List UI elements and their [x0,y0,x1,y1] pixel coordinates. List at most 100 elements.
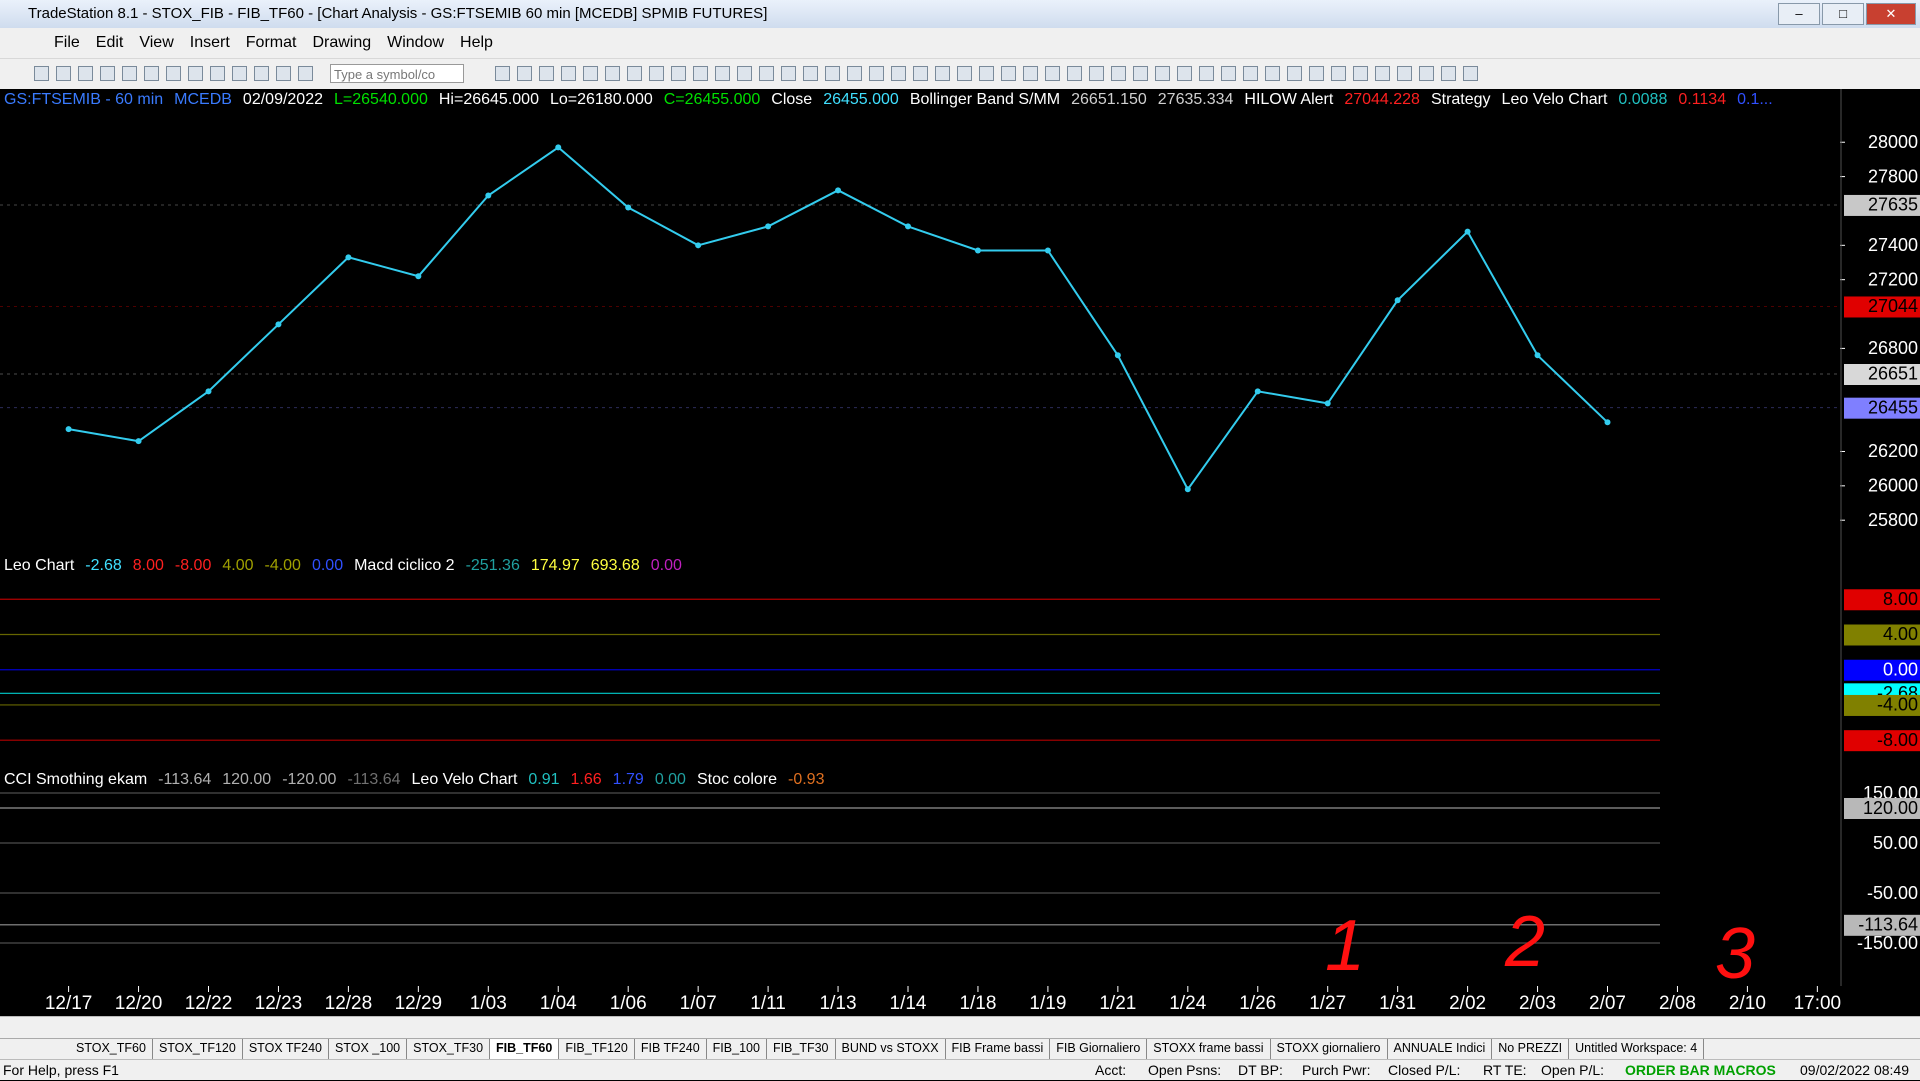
toolbar-button[interactable] [1067,66,1082,81]
toolbar-button[interactable] [957,66,972,81]
x-tick-label: 1/26 [1239,993,1276,1014]
toolbar-button[interactable] [1309,66,1324,81]
toolbar-button[interactable] [781,66,796,81]
workspace-tab[interactable]: STOX _100 [329,1039,408,1059]
symbol-box[interactable]: Type a symbol/co [330,64,464,83]
workspace-tab[interactable]: BUND vs STOXX [836,1039,946,1059]
toolbar-button[interactable] [693,66,708,81]
toolbar-button[interactable] [1177,66,1192,81]
toolbar-button[interactable] [56,66,71,81]
workspace-tab[interactable]: STOXX giornaliero [1271,1039,1388,1059]
toolbar-button[interactable] [913,66,928,81]
toolbar-button[interactable] [1111,66,1126,81]
toolbar-button[interactable] [539,66,554,81]
x-tick-label: 1/11 [750,993,786,1014]
toolbar-button[interactable] [605,66,620,81]
toolbar-button[interactable] [1287,66,1302,81]
menu-item[interactable]: Drawing [312,34,372,51]
toolbar-button[interactable] [825,66,840,81]
x-tick-label: 12/29 [395,993,443,1014]
toolbar-button[interactable] [100,66,115,81]
price-point [485,192,492,199]
toolbar-button[interactable] [1419,66,1434,81]
toolbar-button[interactable] [1133,66,1148,81]
toolbar-button[interactable] [891,66,906,81]
toolbar-button[interactable] [869,66,884,81]
toolbar-button[interactable] [34,66,49,81]
window-buttons: – □ ✕ [1778,3,1916,25]
toolbar-button[interactable] [1155,66,1170,81]
menu-item[interactable]: Help [460,34,493,51]
toolbar-button[interactable] [627,66,642,81]
toolbar-button[interactable] [1397,66,1412,81]
toolbar-button[interactable] [1331,66,1346,81]
toolbar-button[interactable] [979,66,994,81]
menu-item[interactable]: Edit [95,34,124,51]
toolbar-button[interactable] [495,66,510,81]
toolbar-button[interactable] [78,66,93,81]
toolbar-button[interactable] [715,66,730,81]
app-icon[interactable] [0,28,46,58]
toolbar-button[interactable] [1001,66,1016,81]
toolbar-button[interactable] [1353,66,1368,81]
toolbar-button[interactable] [122,66,137,81]
menu-item[interactable]: Window [387,34,445,51]
menu-item[interactable]: View [139,34,174,51]
toolbar-button[interactable] [166,66,181,81]
menu-item[interactable]: File [54,34,80,51]
toolbar-button[interactable] [759,66,774,81]
minimize-button[interactable]: – [1778,3,1820,25]
workspace-tab[interactable]: FIB_TF60 [490,1039,560,1059]
workspace-tab[interactable]: FIB_TF30 [767,1039,836,1059]
toolbar-button[interactable] [1463,66,1478,81]
workspace-tab[interactable]: STOX_TF30 [407,1039,491,1059]
toolbar-button[interactable] [276,66,291,81]
toolbar-button[interactable] [1089,66,1104,81]
toolbar-button[interactable] [561,66,576,81]
toolbar-button[interactable] [1441,66,1456,81]
workspace-tab[interactable]: Untitled Workspace: 4 [1569,1039,1705,1059]
header-text: -120.00 [282,771,337,788]
menu-item[interactable]: Format [245,34,297,51]
toolbar-button[interactable] [935,66,950,81]
workspace-tab[interactable]: STOX_TF120 [153,1039,243,1059]
workspace-tab[interactable]: STOXX frame bassi [1147,1039,1271,1059]
x-tick-label: 1/07 [680,993,717,1014]
workspace-tab[interactable]: FIB TF240 [635,1039,707,1059]
workspace-tab[interactable]: FIB Frame bassi [946,1039,1051,1059]
status-field: Acct: [1095,1062,1127,1078]
toolbar-button[interactable] [1221,66,1236,81]
workspace-tab[interactable]: ANNUALE Indici [1388,1039,1493,1059]
toolbar-button[interactable] [210,66,225,81]
workspace-tab[interactable]: FIB_TF120 [559,1039,635,1059]
tab-navigation[interactable] [0,1039,70,1059]
horizontal-scrollbar[interactable] [0,1016,1920,1038]
toolbar-button[interactable] [1265,66,1280,81]
toolbar-button[interactable] [1243,66,1258,81]
workspace-tab[interactable]: FIB_100 [707,1039,767,1059]
toolbar-button[interactable] [188,66,203,81]
maximize-button[interactable]: □ [1822,3,1864,25]
workspace-tab[interactable]: STOX_TF60 [70,1039,153,1059]
toolbar-button[interactable] [737,66,752,81]
workspace-tab[interactable]: FIB Giornaliero [1050,1039,1148,1059]
toolbar-button[interactable] [1375,66,1390,81]
toolbar-button[interactable] [232,66,247,81]
toolbar-button[interactable] [649,66,664,81]
menu-item[interactable]: Insert [189,34,230,51]
toolbar-button[interactable] [1023,66,1038,81]
toolbar-button[interactable] [517,66,532,81]
toolbar-button[interactable] [298,66,313,81]
workspace-tab[interactable]: STOX TF240 [243,1039,330,1059]
toolbar-button[interactable] [847,66,862,81]
toolbar-button[interactable] [144,66,159,81]
toolbar-button[interactable] [254,66,269,81]
toolbar-button[interactable] [583,66,598,81]
toolbar-button[interactable] [671,66,686,81]
price-marker: 27044 [1868,296,1918,316]
toolbar-button[interactable] [1199,66,1214,81]
close-button[interactable]: ✕ [1866,3,1916,25]
workspace-tab[interactable]: No PREZZI [1492,1039,1570,1059]
toolbar-button[interactable] [803,66,818,81]
toolbar-button[interactable] [1045,66,1060,81]
